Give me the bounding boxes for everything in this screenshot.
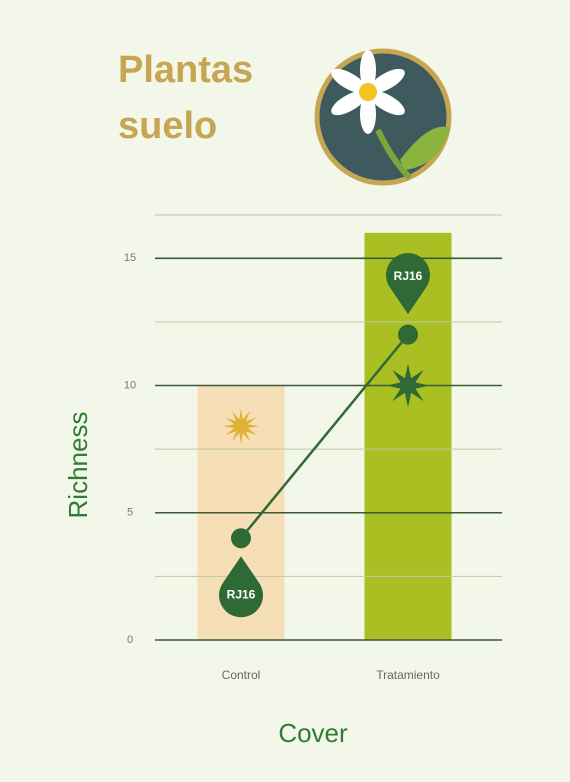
chart-title: suelo [118,105,217,147]
star-marker [386,363,430,408]
line-point [398,324,418,345]
y-tick-label: 0 [127,634,133,646]
y-tick-label: 5 [127,507,133,519]
y-axis-label: Richness [63,412,93,519]
drop-marker [386,252,430,315]
x-tick-label: Control [222,668,261,682]
trend-line [240,333,409,539]
x-axis-label: Cover [278,718,348,748]
sun-marker [223,408,259,445]
chart-title: Plantas [118,49,253,91]
y-tick-label: 10 [124,379,136,391]
y-tick-label: 15 [124,252,136,264]
drop-label: RJ16 [227,587,256,601]
flower-icon [314,48,452,186]
drop-marker [219,556,264,618]
x-tick-label: Tratamiento [376,668,440,682]
drop-label: RJ16 [394,269,423,283]
line-point [231,528,251,549]
